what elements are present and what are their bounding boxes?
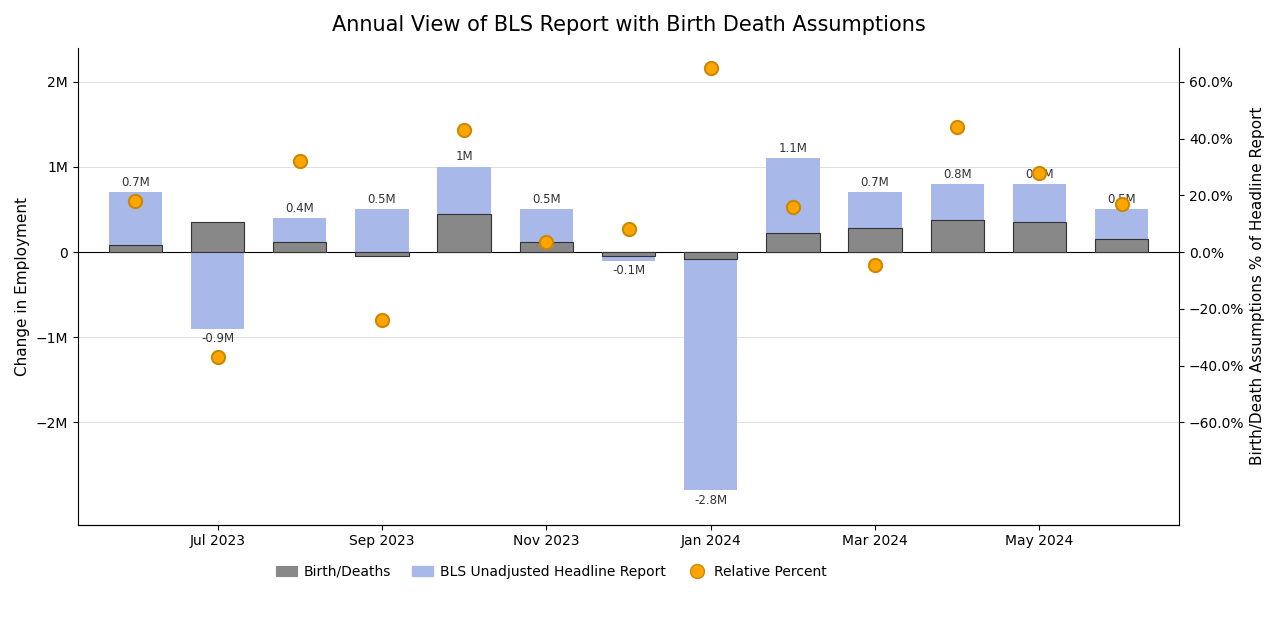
Text: 1M: 1M — [456, 150, 472, 163]
Text: 0.8M: 0.8M — [943, 168, 972, 180]
Point — [207, 352, 228, 362]
Text: 0.7M: 0.7M — [860, 176, 890, 189]
Bar — [520, 242, 573, 252]
Text: -2.8M: -2.8M — [694, 494, 727, 507]
Bar — [438, 214, 490, 252]
Bar — [767, 158, 819, 252]
Text: 0.8M: 0.8M — [1025, 168, 1053, 180]
Point — [618, 224, 639, 234]
Point — [1029, 168, 1050, 178]
Bar — [849, 228, 902, 252]
Text: 0.7M: 0.7M — [120, 176, 150, 189]
Text: 0.5M: 0.5M — [532, 193, 561, 206]
Text: 0.5M: 0.5M — [367, 193, 397, 206]
Bar — [1094, 239, 1148, 252]
Bar — [273, 218, 326, 252]
Text: 1.1M: 1.1M — [778, 142, 808, 155]
Bar — [767, 234, 819, 252]
Point — [947, 122, 968, 132]
Bar — [355, 209, 408, 252]
Point — [454, 125, 475, 135]
Bar — [602, 252, 655, 256]
Bar — [1094, 209, 1148, 252]
Bar — [438, 167, 490, 252]
Point — [289, 156, 310, 166]
Bar — [1012, 222, 1066, 252]
Bar — [191, 252, 244, 329]
Bar — [931, 184, 984, 252]
Point — [125, 196, 146, 206]
Point — [1111, 198, 1132, 209]
Text: -0.1M: -0.1M — [612, 264, 645, 277]
Bar — [1012, 184, 1066, 252]
Text: 0.5M: 0.5M — [1107, 193, 1135, 206]
Bar — [684, 252, 737, 259]
Text: 0.4M: 0.4M — [285, 202, 314, 214]
Y-axis label: Birth/Death Assumptions % of Headline Report: Birth/Death Assumptions % of Headline Re… — [1251, 107, 1265, 465]
Point — [700, 63, 721, 73]
Point — [371, 315, 392, 325]
Bar — [273, 242, 326, 252]
Point — [865, 260, 886, 270]
Bar — [684, 252, 737, 490]
Bar — [931, 220, 984, 252]
Bar — [520, 209, 573, 252]
Point — [536, 237, 557, 247]
Point — [782, 202, 803, 212]
Legend: Birth/Deaths, BLS Unadjusted Headline Report, Relative Percent: Birth/Deaths, BLS Unadjusted Headline Re… — [270, 559, 832, 584]
Y-axis label: Change in Employment: Change in Employment — [15, 196, 29, 376]
Bar — [191, 222, 244, 252]
Bar — [355, 252, 408, 256]
Bar — [602, 252, 655, 260]
Bar — [849, 193, 902, 252]
Title: Annual View of BLS Report with Birth Death Assumptions: Annual View of BLS Report with Birth Dea… — [332, 15, 925, 35]
Text: -0.9M: -0.9M — [201, 332, 234, 345]
Bar — [109, 193, 163, 252]
Bar — [109, 245, 163, 252]
